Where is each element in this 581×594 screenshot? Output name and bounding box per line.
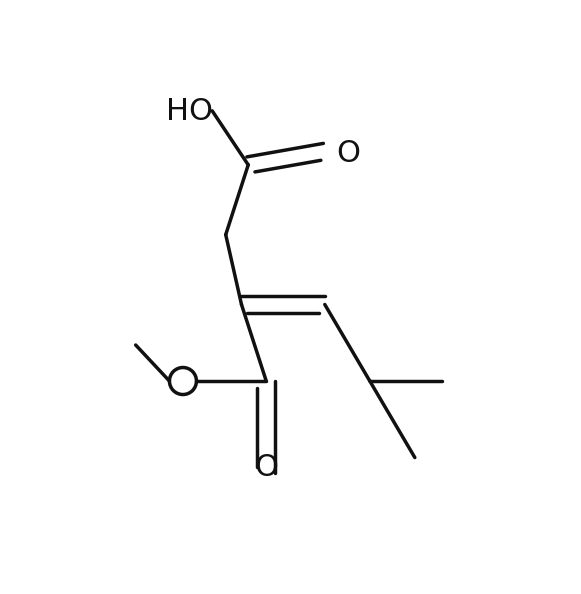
Text: O: O	[254, 453, 278, 482]
Text: O: O	[336, 139, 360, 168]
Text: HO: HO	[166, 97, 213, 127]
